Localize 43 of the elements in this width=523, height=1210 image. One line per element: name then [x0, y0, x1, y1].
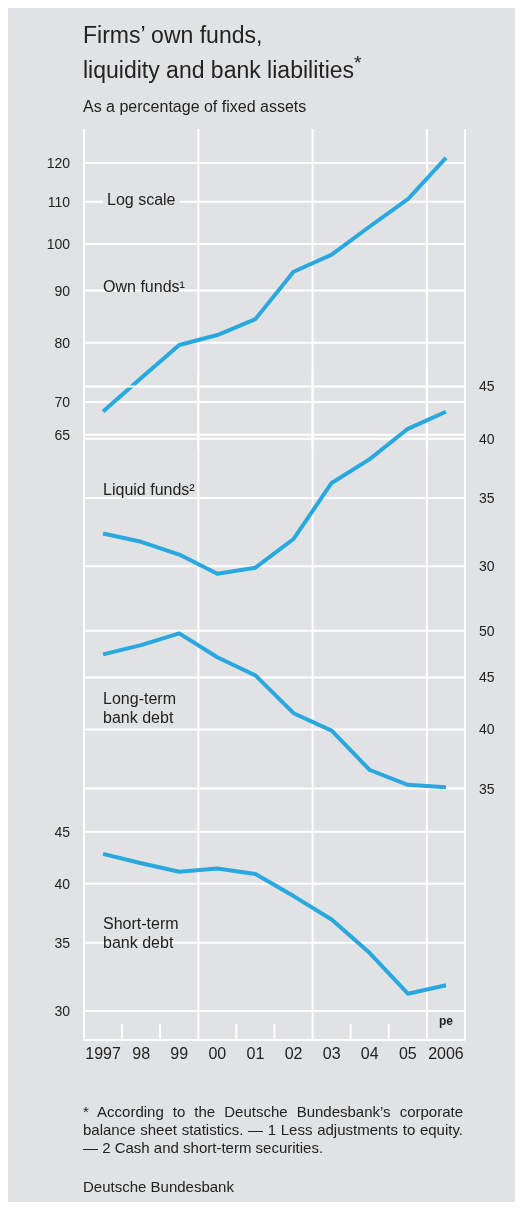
y-tick-label: 120	[46, 155, 71, 172]
x-tick-label: 99	[170, 1045, 189, 1063]
y2-tick-label: 50	[479, 622, 495, 639]
x-tick-label: 02	[284, 1045, 303, 1063]
y2-tick-label: 40	[479, 721, 495, 738]
y2-tick-label: 30	[479, 558, 495, 575]
y-tick-label: 70	[54, 393, 71, 410]
y2-tick-label: 40	[479, 430, 495, 447]
chart-title: Firms’ own funds, liquidity and bank liabilities$^{*}$	[83, 22, 363, 84]
y-tick-label: 45	[54, 823, 71, 840]
y-tick-label: 40	[54, 875, 71, 892]
x-tick-label: 01	[246, 1045, 265, 1063]
chart-subtitle: As a percentage of fixed assets	[83, 98, 307, 116]
text: * According to the Deutsche Bundesbank’s corporate balance sheet statistics. — 1 Less adjustments to equity. — 2 Cash and short-term securities.	[83, 1103, 463, 1157]
x-tick-label: 98	[132, 1045, 151, 1063]
text: Own funds¹	[103, 277, 185, 295]
annotation: Log scale	[103, 191, 180, 209]
y-tick-label: 100	[46, 235, 71, 252]
y-tick-label: 110	[47, 193, 71, 210]
line-series	[101, 409, 448, 576]
y2-tick-label: 45	[479, 378, 495, 395]
y2-tick-label: 35	[479, 780, 495, 797]
line-series	[101, 631, 448, 790]
y-tick-label: 30	[54, 1003, 71, 1020]
text: Long-term bank debt	[103, 690, 176, 727]
x-tick-label: 1997	[85, 1045, 121, 1063]
y-tick-label: 65	[54, 426, 71, 443]
y-tick-label: 90	[54, 282, 71, 299]
text: Liquid funds²	[103, 481, 196, 499]
line-series	[101, 155, 448, 414]
y-tick-label: 80	[54, 334, 71, 351]
y-tick-label: 35	[54, 934, 71, 951]
x-tick-label: 05	[398, 1045, 417, 1063]
y2-tick-label: 45	[479, 669, 495, 686]
text: Deutsche Bundesbank	[83, 1178, 234, 1195]
x-tick-label: 04	[360, 1045, 379, 1063]
x-tick-label: 00	[208, 1045, 227, 1063]
y2-tick-label: 35	[479, 489, 495, 506]
text: Short-term bank debt	[103, 914, 179, 951]
x-tick-label: 03	[322, 1045, 341, 1063]
annotation: pe	[437, 1014, 454, 1028]
x-tick-label: 2006	[428, 1045, 464, 1063]
line-series	[101, 851, 448, 996]
